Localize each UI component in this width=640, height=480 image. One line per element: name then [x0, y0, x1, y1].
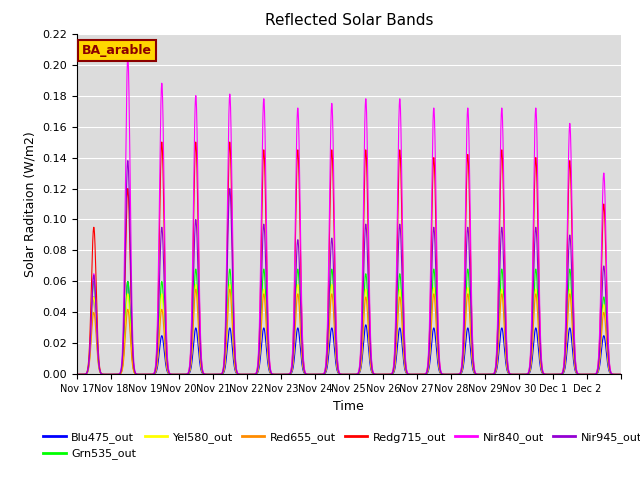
Nir840_out — [124, 54, 132, 60]
Grn535_out — [539, 370, 547, 375]
Line: Red655_out: Red655_out — [77, 289, 621, 374]
Line: Grn535_out: Grn535_out — [77, 269, 621, 374]
Red655_out — [498, 291, 506, 297]
Redg715_out — [398, 231, 406, 237]
Yel580_out — [192, 282, 200, 288]
Line: Blu475_out: Blu475_out — [77, 281, 621, 374]
Yel580_out — [73, 372, 81, 377]
Grn535_out — [525, 371, 532, 376]
Blu475_out — [186, 370, 193, 375]
Nir840_out — [539, 368, 547, 373]
Yel580_out — [539, 370, 547, 376]
Nir840_out — [369, 369, 377, 374]
Yel580_out — [186, 369, 193, 374]
Nir840_out — [73, 372, 81, 377]
Nir945_out — [617, 372, 625, 377]
X-axis label: Time: Time — [333, 400, 364, 413]
Red655_out — [186, 369, 193, 374]
Nir945_out — [124, 158, 132, 164]
Nir840_out — [498, 106, 506, 112]
Red655_out — [539, 371, 547, 376]
Red655_out — [398, 323, 406, 329]
Nir945_out — [186, 366, 193, 372]
Line: Yel580_out: Yel580_out — [77, 285, 621, 374]
Red655_out — [617, 372, 625, 377]
Grn535_out — [617, 372, 625, 377]
Blu475_out — [617, 372, 625, 377]
Yel580_out — [617, 372, 625, 377]
Yel580_out — [398, 318, 406, 324]
Grn535_out — [398, 306, 406, 312]
Line: Nir945_out: Nir945_out — [77, 161, 621, 374]
Y-axis label: Solar Raditaion (W/m2): Solar Raditaion (W/m2) — [24, 131, 36, 277]
Line: Nir840_out: Nir840_out — [77, 57, 621, 374]
Nir945_out — [498, 225, 506, 231]
Redg715_out — [525, 369, 532, 375]
Redg715_out — [158, 139, 166, 145]
Grn535_out — [498, 266, 506, 272]
Grn535_out — [566, 266, 573, 272]
Nir945_out — [525, 370, 532, 375]
Nir840_out — [525, 369, 532, 374]
Redg715_out — [369, 369, 377, 375]
Blu475_out — [525, 371, 532, 377]
Nir945_out — [398, 278, 406, 284]
Redg715_out — [498, 148, 506, 154]
Nir945_out — [73, 372, 81, 377]
Redg715_out — [73, 372, 81, 377]
Grn535_out — [73, 372, 81, 377]
Blu475_out — [369, 371, 377, 377]
Blu475_out — [539, 371, 547, 377]
Redg715_out — [186, 363, 193, 369]
Redg715_out — [617, 372, 625, 377]
Title: Reflected Solar Bands: Reflected Solar Bands — [264, 13, 433, 28]
Grn535_out — [369, 370, 377, 376]
Yel580_out — [369, 371, 377, 376]
Red655_out — [192, 287, 200, 292]
Blu475_out — [398, 343, 406, 348]
Nir945_out — [539, 370, 547, 375]
Text: BA_arable: BA_arable — [82, 44, 152, 57]
Blu475_out — [73, 372, 81, 377]
Nir945_out — [369, 370, 377, 376]
Red655_out — [73, 372, 81, 377]
Grn535_out — [186, 368, 193, 374]
Blu475_out — [498, 325, 506, 331]
Nir840_out — [617, 372, 625, 377]
Yel580_out — [498, 287, 506, 292]
Red655_out — [525, 371, 532, 376]
Nir840_out — [398, 200, 406, 205]
Blu475_out — [124, 278, 132, 284]
Yel580_out — [525, 371, 532, 376]
Red655_out — [369, 371, 377, 376]
Line: Redg715_out: Redg715_out — [77, 142, 621, 374]
Redg715_out — [539, 369, 547, 374]
Legend: Blu475_out, Grn535_out, Yel580_out, Red655_out, Redg715_out, Nir840_out, Nir945_: Blu475_out, Grn535_out, Yel580_out, Red6… — [39, 428, 640, 464]
Nir840_out — [186, 361, 193, 367]
